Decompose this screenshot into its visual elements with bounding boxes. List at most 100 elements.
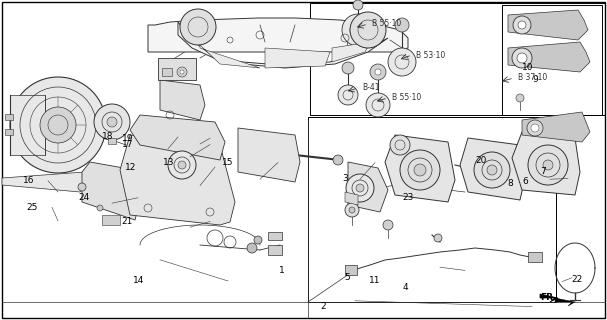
Text: 17: 17 [122, 140, 133, 149]
Text: 5: 5 [344, 273, 350, 282]
Text: FR.: FR. [540, 293, 556, 302]
Text: B 37·10: B 37·10 [518, 74, 548, 83]
Bar [502, 5, 602, 115]
Circle shape [353, 0, 363, 10]
Circle shape [366, 93, 390, 117]
Text: 4: 4 [402, 284, 409, 292]
Polygon shape [540, 294, 558, 302]
Bar [5, 129, 13, 135]
Text: 23: 23 [402, 193, 413, 202]
Circle shape [342, 62, 354, 74]
Polygon shape [82, 162, 140, 220]
Circle shape [177, 67, 187, 77]
Text: 1: 1 [279, 266, 285, 275]
Polygon shape [238, 128, 300, 182]
Circle shape [395, 18, 409, 32]
Circle shape [513, 16, 531, 34]
Bar [268, 245, 282, 255]
Polygon shape [508, 10, 588, 40]
Text: 9: 9 [532, 75, 538, 84]
Bar [345, 265, 357, 275]
Text: B-41: B-41 [362, 84, 379, 92]
Polygon shape [10, 95, 45, 155]
Circle shape [390, 135, 410, 155]
Bar [528, 252, 542, 262]
Bar [162, 68, 172, 76]
Circle shape [400, 150, 440, 190]
Circle shape [356, 184, 364, 192]
Circle shape [370, 64, 386, 80]
Circle shape [474, 152, 510, 188]
Circle shape [178, 161, 186, 169]
Text: 2: 2 [320, 302, 326, 311]
Circle shape [383, 220, 393, 230]
Text: B 55·10: B 55·10 [392, 93, 421, 102]
Text: 7: 7 [540, 167, 546, 176]
Circle shape [543, 160, 553, 170]
Polygon shape [348, 162, 388, 212]
Circle shape [531, 124, 539, 132]
Polygon shape [460, 138, 525, 200]
Circle shape [414, 164, 426, 176]
Bar [5, 114, 13, 120]
Circle shape [517, 53, 527, 63]
Polygon shape [385, 135, 455, 202]
Circle shape [527, 120, 543, 136]
Circle shape [247, 243, 257, 253]
Circle shape [94, 104, 130, 140]
Polygon shape [2, 172, 90, 192]
Bar [268, 232, 282, 240]
Text: 10: 10 [523, 63, 534, 72]
Circle shape [346, 174, 374, 202]
Text: 21: 21 [122, 217, 133, 226]
Polygon shape [160, 80, 205, 120]
Circle shape [516, 94, 524, 102]
Text: 11: 11 [370, 276, 381, 285]
Circle shape [350, 12, 386, 48]
Text: B 53·10: B 53·10 [416, 51, 446, 60]
Circle shape [342, 14, 374, 46]
Polygon shape [512, 132, 580, 195]
Text: 8: 8 [507, 180, 513, 188]
Circle shape [78, 183, 86, 191]
Circle shape [107, 117, 117, 127]
Polygon shape [265, 48, 330, 68]
Polygon shape [332, 42, 370, 62]
Polygon shape [178, 22, 388, 68]
Polygon shape [345, 192, 358, 205]
Circle shape [97, 205, 103, 211]
Text: 13: 13 [163, 158, 174, 167]
Circle shape [180, 70, 184, 74]
Circle shape [40, 107, 76, 143]
Circle shape [487, 165, 497, 175]
Circle shape [345, 203, 359, 217]
Text: B 55·10: B 55·10 [372, 20, 401, 28]
Text: 18: 18 [103, 132, 114, 141]
Circle shape [349, 207, 355, 213]
Text: 20: 20 [475, 156, 486, 165]
Text: 19: 19 [122, 134, 133, 143]
Circle shape [388, 48, 416, 76]
Circle shape [528, 145, 568, 185]
Circle shape [10, 77, 106, 173]
Bar [158, 58, 196, 80]
Text: 25: 25 [26, 203, 37, 212]
Text: 15: 15 [222, 158, 233, 167]
Bar [308, 117, 556, 302]
Polygon shape [522, 112, 590, 142]
Polygon shape [130, 115, 225, 160]
Bar [108, 138, 116, 144]
Circle shape [375, 69, 381, 75]
Text: 6: 6 [523, 177, 529, 186]
Text: 12: 12 [125, 163, 136, 172]
Circle shape [338, 85, 358, 105]
Polygon shape [508, 42, 590, 72]
Circle shape [168, 151, 196, 179]
Text: 3: 3 [342, 174, 348, 183]
Circle shape [518, 21, 526, 29]
Bar [310, 3, 605, 115]
Polygon shape [200, 45, 260, 68]
Polygon shape [120, 135, 235, 225]
Circle shape [180, 9, 216, 45]
Circle shape [512, 48, 532, 68]
